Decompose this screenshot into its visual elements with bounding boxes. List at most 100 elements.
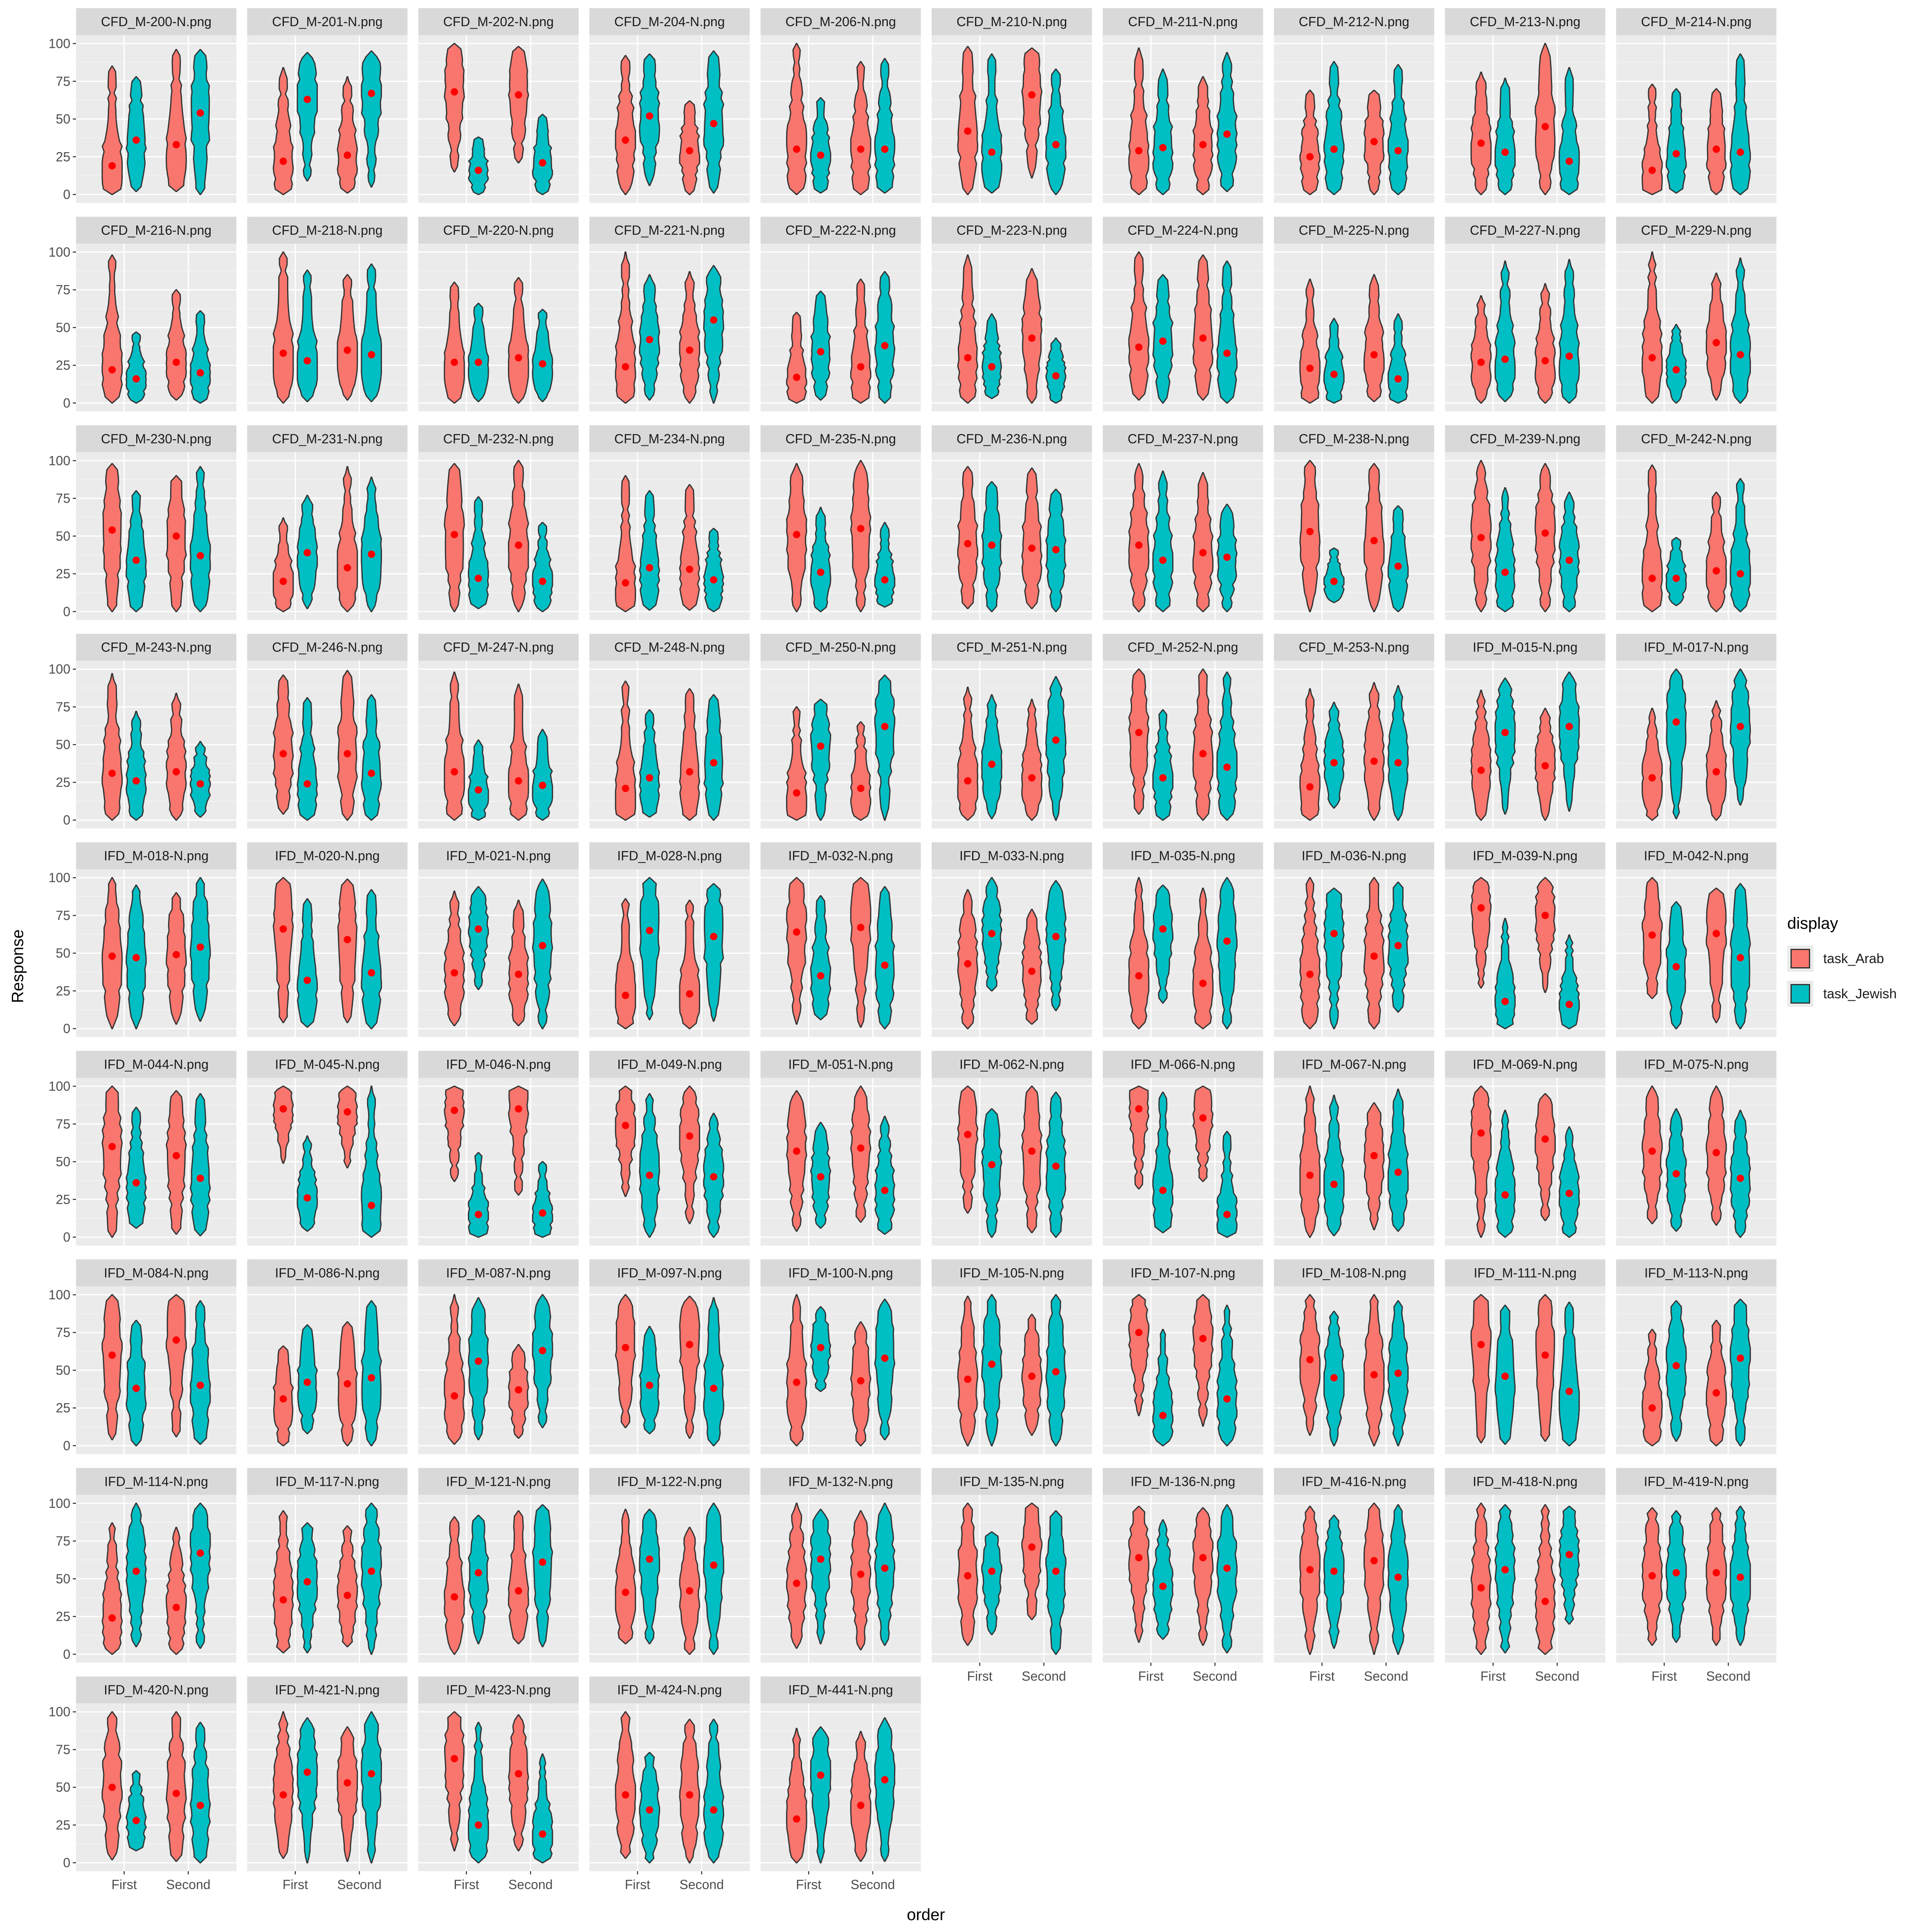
x-tick-label-first: First — [1309, 1669, 1334, 1683]
facet-strip — [247, 425, 408, 452]
mean-point — [1052, 736, 1060, 744]
facet-strip — [247, 8, 408, 35]
facet-strip — [1274, 216, 1434, 244]
x-tick-label-second: Second — [1193, 1669, 1238, 1683]
y-tick-label: 25 — [56, 1817, 70, 1832]
violin-first-task-jewish — [126, 711, 147, 821]
violin-second-task-arab — [1021, 909, 1042, 1025]
violin-second-task-jewish — [532, 729, 553, 821]
violin-second-task-arab — [166, 289, 187, 401]
violin-first-task-arab — [786, 706, 807, 821]
mean-point — [1712, 930, 1720, 937]
facet-cfd-m-237-n-png: CFD_M-237-N.png — [1103, 425, 1263, 620]
mean-point — [1199, 1554, 1207, 1561]
facet-ifd-m-441-n-png: IFD_M-441-N.png First Second — [760, 1676, 921, 1892]
x-tick-label-first: First — [1138, 1669, 1164, 1683]
mean-point — [279, 157, 287, 165]
facet-title: IFD_M-069-N.png — [1473, 1057, 1577, 1072]
facet-cfd-m-236-n-png: CFD_M-236-N.png — [932, 425, 1092, 620]
mean-point — [451, 88, 458, 96]
facet-ifd-m-018-n-png: IFD_M-018-N.png 0 25 50 75 100 — [49, 842, 236, 1037]
violin-first-task-arab — [1470, 72, 1492, 195]
mean-point — [303, 1578, 311, 1586]
facet-title: IFD_M-028-N.png — [617, 849, 722, 863]
violin-first-task-jewish — [467, 1297, 489, 1440]
violin-first-task-jewish — [1494, 918, 1516, 1029]
facet-strip — [760, 8, 921, 35]
x-tick-label-first: First — [283, 1877, 308, 1892]
mean-point — [173, 1789, 180, 1797]
facet-strip — [1274, 842, 1434, 869]
facet-cfd-m-212-n-png: CFD_M-212-N.png — [1274, 8, 1434, 203]
mean-point — [173, 951, 180, 959]
mean-point — [646, 1806, 654, 1814]
mean-point — [1159, 144, 1167, 152]
y-tick-label: 25 — [56, 149, 70, 164]
mean-point — [793, 1815, 800, 1823]
violin-first-task-arab — [1128, 1505, 1150, 1643]
violin-first-task-arab — [957, 466, 979, 609]
facet-cfd-m-204-n-png: CFD_M-204-N.png — [589, 8, 750, 203]
y-tick-label: 0 — [63, 1856, 70, 1870]
violin-second-task-jewish — [1045, 880, 1067, 1011]
facet-title: CFD_M-227-N.png — [1470, 223, 1580, 238]
mean-point — [1712, 339, 1720, 346]
facet-title: CFD_M-214-N.png — [1641, 14, 1751, 29]
violin-first-task-arab — [444, 1516, 465, 1655]
violin-first-task-jewish — [810, 1726, 831, 1864]
mean-point — [710, 1173, 717, 1181]
mean-point — [173, 1152, 180, 1159]
mean-point — [1306, 1566, 1314, 1574]
mean-point — [1052, 1368, 1060, 1376]
mean-point — [1394, 759, 1402, 766]
facet-strip — [1445, 216, 1606, 244]
mean-point — [1737, 1175, 1744, 1182]
facet-cfd-m-201-n-png: CFD_M-201-N.png — [247, 8, 408, 203]
y-tick-label: 75 — [56, 1117, 70, 1131]
y-tick-label: 25 — [56, 566, 70, 581]
violin-second-task-arab — [679, 271, 701, 404]
y-tick-label: 25 — [56, 1192, 70, 1207]
mean-point — [1712, 1569, 1720, 1577]
mean-point — [793, 928, 800, 936]
facet-strip — [932, 634, 1092, 661]
facet-title: IFD_M-113-N.png — [1644, 1265, 1748, 1280]
facet-title: CFD_M-250-N.png — [785, 640, 896, 655]
mean-point — [988, 541, 995, 549]
violin-first-task-arab — [1128, 251, 1150, 401]
facet-title: IFD_M-075-N.png — [1644, 1057, 1749, 1072]
violin-first-task-arab — [102, 463, 122, 612]
violin-second-task-jewish — [703, 1297, 724, 1447]
violin-second-task-arab — [166, 1090, 187, 1235]
facet-title: CFD_M-229-N.png — [1641, 223, 1751, 238]
violin-second-task-arab — [166, 892, 187, 1025]
mean-point — [133, 136, 140, 144]
facet-cfd-m-250-n-png: CFD_M-250-N.png — [760, 634, 921, 829]
mean-point — [1737, 148, 1744, 156]
violin-first-task-arab — [786, 1294, 807, 1447]
violin-first-task-arab — [615, 1509, 636, 1644]
violin-first-task-jewish — [1494, 1504, 1516, 1653]
mean-point — [686, 1587, 694, 1595]
facet-ifd-m-111-n-png: IFD_M-111-N.png — [1445, 1259, 1606, 1454]
violin-second-task-jewish — [874, 886, 895, 1029]
mean-point — [344, 1108, 351, 1116]
violin-first-task-arab — [1470, 690, 1492, 821]
violin-first-task-jewish — [126, 331, 147, 404]
facet-cfd-m-200-n-png: CFD_M-200-N.png 0 25 50 75 100 — [49, 8, 236, 203]
mean-point — [1737, 570, 1744, 578]
facet-title: IFD_M-021-N.png — [446, 849, 551, 863]
mean-point — [793, 145, 800, 153]
mean-point — [710, 933, 717, 941]
facet-cfd-m-220-n-png: CFD_M-220-N.png — [418, 216, 579, 411]
mean-point — [1566, 1001, 1573, 1009]
mean-point — [1394, 942, 1402, 950]
facet-title: IFD_M-032-N.png — [789, 849, 893, 863]
facet-title: IFD_M-084-N.png — [104, 1265, 209, 1280]
mean-point — [1672, 366, 1680, 374]
mean-point — [1648, 1572, 1656, 1579]
facet-title: IFD_M-418-N.png — [1473, 1474, 1577, 1489]
violin-second-task-arab — [1363, 1102, 1385, 1231]
facet-title: IFD_M-107-N.png — [1130, 1265, 1235, 1280]
mean-point — [1330, 1374, 1338, 1382]
